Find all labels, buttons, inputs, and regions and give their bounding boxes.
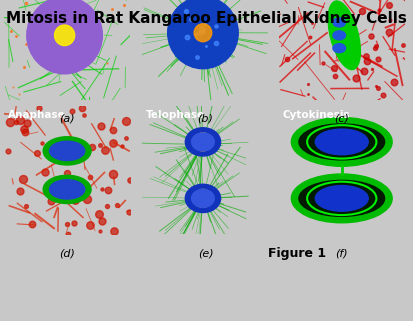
Ellipse shape — [299, 180, 385, 216]
Text: Anaphase: Anaphase — [8, 110, 66, 120]
Text: Cytokinesis: Cytokinesis — [282, 110, 350, 120]
Text: (e): (e) — [198, 248, 213, 259]
Ellipse shape — [333, 18, 346, 27]
Ellipse shape — [185, 128, 221, 156]
Text: (a): (a) — [59, 114, 75, 124]
Text: Mitosis in Rat Kangaroo Epithelial Kidney Cells: Mitosis in Rat Kangaroo Epithelial Kidne… — [6, 11, 407, 26]
Text: (f): (f) — [335, 248, 348, 259]
Ellipse shape — [315, 129, 368, 155]
Text: Telophase: Telophase — [146, 110, 205, 120]
Ellipse shape — [292, 174, 392, 223]
Circle shape — [194, 24, 212, 42]
Circle shape — [27, 0, 102, 74]
Circle shape — [29, 0, 100, 71]
Ellipse shape — [192, 189, 214, 207]
Circle shape — [33, 3, 96, 67]
Ellipse shape — [299, 124, 385, 160]
Ellipse shape — [50, 141, 85, 160]
Circle shape — [55, 25, 75, 46]
Ellipse shape — [315, 186, 368, 211]
Text: (c): (c) — [334, 114, 349, 124]
Ellipse shape — [192, 133, 214, 151]
Ellipse shape — [185, 184, 221, 213]
Text: (d): (d) — [59, 248, 75, 259]
Text: Figure 1: Figure 1 — [268, 247, 326, 260]
Ellipse shape — [50, 180, 85, 199]
Circle shape — [168, 0, 238, 69]
Ellipse shape — [333, 31, 346, 40]
Ellipse shape — [43, 175, 91, 204]
Ellipse shape — [328, 1, 361, 70]
Ellipse shape — [292, 117, 392, 166]
Circle shape — [194, 189, 212, 207]
Ellipse shape — [333, 44, 346, 53]
Circle shape — [194, 133, 212, 151]
Text: (b): (b) — [197, 114, 214, 124]
Ellipse shape — [43, 137, 91, 165]
